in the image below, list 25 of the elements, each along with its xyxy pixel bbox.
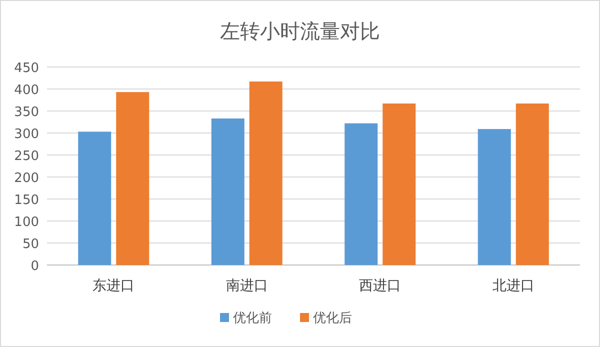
x-tick-label: 西进口 bbox=[359, 278, 402, 294]
bar bbox=[478, 129, 511, 265]
legend-label: 优化后 bbox=[313, 311, 352, 326]
y-tick-label: 100 bbox=[14, 215, 39, 230]
y-tick-label: 250 bbox=[14, 149, 39, 164]
y-tick-label: 150 bbox=[14, 193, 39, 208]
chart-title: 左转小时流量对比 bbox=[220, 19, 380, 43]
y-tick-label: 300 bbox=[14, 127, 39, 142]
bar bbox=[78, 132, 112, 265]
y-tick-label: 50 bbox=[22, 237, 39, 252]
y-tick-label: 400 bbox=[14, 83, 39, 98]
y-tick-label: 0 bbox=[30, 259, 39, 274]
bar bbox=[344, 123, 378, 265]
y-tick-label: 200 bbox=[14, 171, 39, 186]
bar bbox=[516, 104, 549, 265]
legend-label: 优化前 bbox=[233, 311, 272, 326]
bar bbox=[211, 118, 244, 265]
y-tick-label: 450 bbox=[14, 61, 39, 76]
y-tick-label: 350 bbox=[14, 105, 39, 120]
x-tick-label: 南进口 bbox=[226, 278, 268, 294]
bar bbox=[249, 82, 282, 265]
x-tick-label: 北进口 bbox=[492, 278, 534, 294]
x-tick-label: 东进口 bbox=[92, 278, 135, 294]
bar bbox=[382, 104, 416, 265]
bar bbox=[116, 92, 150, 265]
